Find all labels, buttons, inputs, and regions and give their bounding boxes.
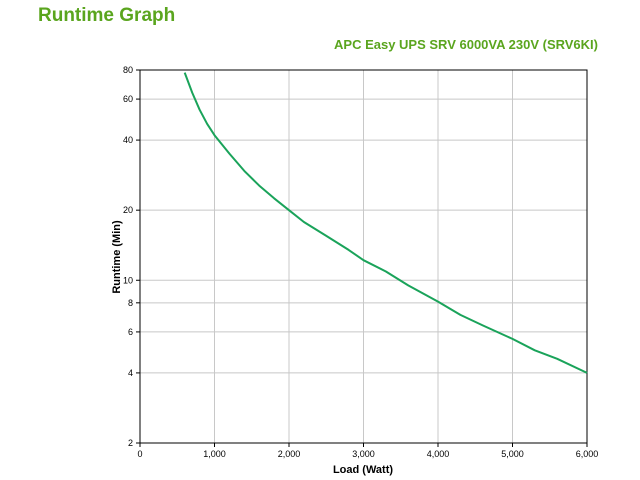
tick-layer: 0 1,000 2,000 3,000 4,000 5,000 6,000 2 4 6 8 10 20 4… [123, 65, 598, 459]
x-tick-label: 3,000 [352, 449, 375, 459]
x-axis-title: Load (Watt) [333, 464, 393, 476]
y-tick-label: 8 [128, 298, 133, 308]
x-tick-label: 0 [137, 449, 142, 459]
x-tick-label: 1,000 [203, 449, 226, 459]
y-tick-label: 20 [123, 205, 133, 215]
x-tick-label: 2,000 [278, 449, 301, 459]
runtime-series-line [183, 72, 588, 374]
grid-layer [140, 70, 587, 443]
y-tick-label: 80 [123, 65, 133, 75]
y-tick-label: 10 [123, 275, 133, 285]
y-tick-label: 40 [123, 135, 133, 145]
y-tick-label: 2 [128, 438, 133, 448]
y-tick-label: 6 [128, 327, 133, 337]
y-tick-label: 60 [123, 94, 133, 104]
chart-title: APC Easy UPS SRV 6000VA 230V (SRV6KI) [334, 37, 598, 52]
y-tick-label: 4 [128, 368, 133, 378]
y-axis-title: Runtime (Min) [111, 220, 123, 294]
page-title: Runtime Graph [38, 5, 176, 26]
x-tick-label: 6,000 [576, 449, 599, 459]
x-tick-label: 5,000 [501, 449, 524, 459]
x-tick-label: 4,000 [427, 449, 450, 459]
